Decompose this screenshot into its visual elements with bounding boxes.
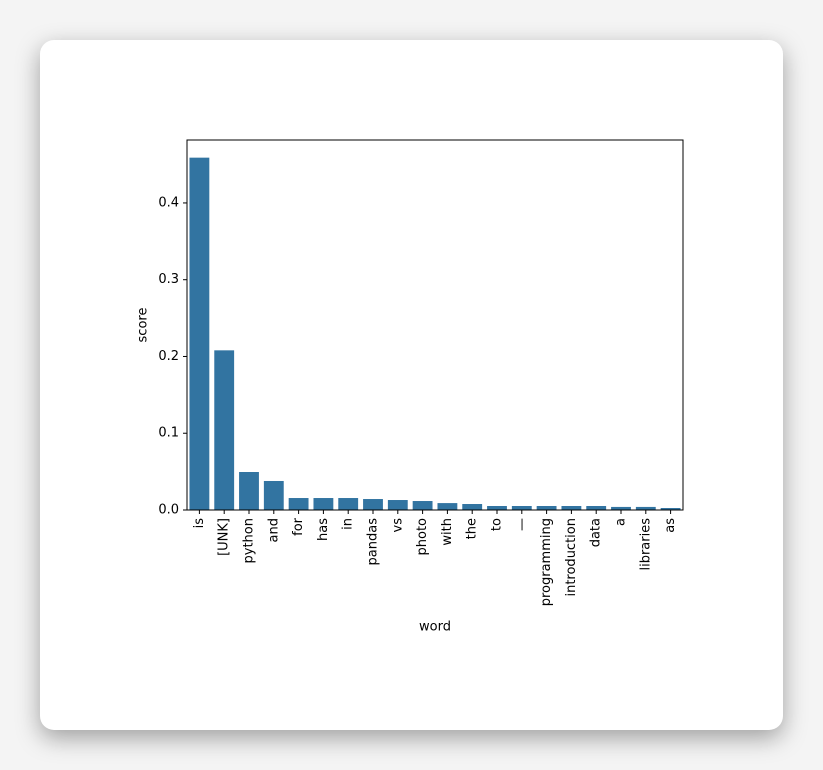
x-tick-label: in — [341, 518, 356, 530]
x-tick-label: libraries — [638, 518, 653, 571]
x-tick-label: python — [242, 518, 257, 563]
bar — [462, 504, 483, 510]
y-tick-label: 0.1 — [158, 426, 179, 441]
y-axis-label: score — [136, 308, 151, 343]
bar — [611, 506, 631, 510]
bar — [313, 498, 334, 510]
bar — [487, 506, 507, 510]
bar — [387, 500, 408, 510]
bar — [635, 506, 656, 510]
bar — [239, 472, 259, 510]
x-tick-label: a — [614, 518, 629, 526]
bar — [437, 503, 458, 510]
bar — [412, 501, 433, 510]
y-tick-label: 0.3 — [158, 272, 179, 287]
x-tick-label: data — [589, 518, 604, 547]
bar — [189, 157, 210, 510]
y-tick-label: 0.0 — [158, 503, 179, 518]
x-axis-label: word — [419, 620, 451, 635]
x-tick-label: with — [440, 518, 455, 546]
bar — [363, 499, 383, 510]
bar — [660, 508, 681, 510]
x-tick-label: to — [490, 518, 505, 531]
x-tick-label: is — [192, 518, 207, 529]
bar — [338, 498, 359, 510]
y-tick-label: 0.4 — [158, 195, 179, 210]
x-tick-label: for — [291, 517, 306, 536]
x-tick-label: has — [316, 518, 331, 541]
x-tick-label: programming — [539, 518, 554, 606]
x-tick-label: — — [514, 518, 529, 531]
y-tick-label: 0.2 — [158, 349, 179, 364]
x-tick-label: vs — [390, 518, 405, 533]
plot-frame — [186, 139, 684, 511]
bar — [263, 480, 284, 510]
x-tick-label: and — [266, 518, 281, 542]
x-tick-label: photo — [415, 518, 430, 556]
x-tick-label: introduction — [564, 518, 579, 597]
bar — [536, 506, 557, 510]
bar — [511, 506, 532, 510]
x-tick-label: [UNK] — [217, 518, 232, 556]
bar — [288, 498, 309, 510]
bar — [586, 506, 607, 510]
card — [40, 40, 783, 730]
x-tick-label: pandas — [366, 518, 381, 566]
x-tick-label: as — [663, 518, 678, 533]
bar — [561, 506, 582, 510]
x-tick-label: the — [465, 518, 480, 539]
bar — [214, 350, 235, 510]
